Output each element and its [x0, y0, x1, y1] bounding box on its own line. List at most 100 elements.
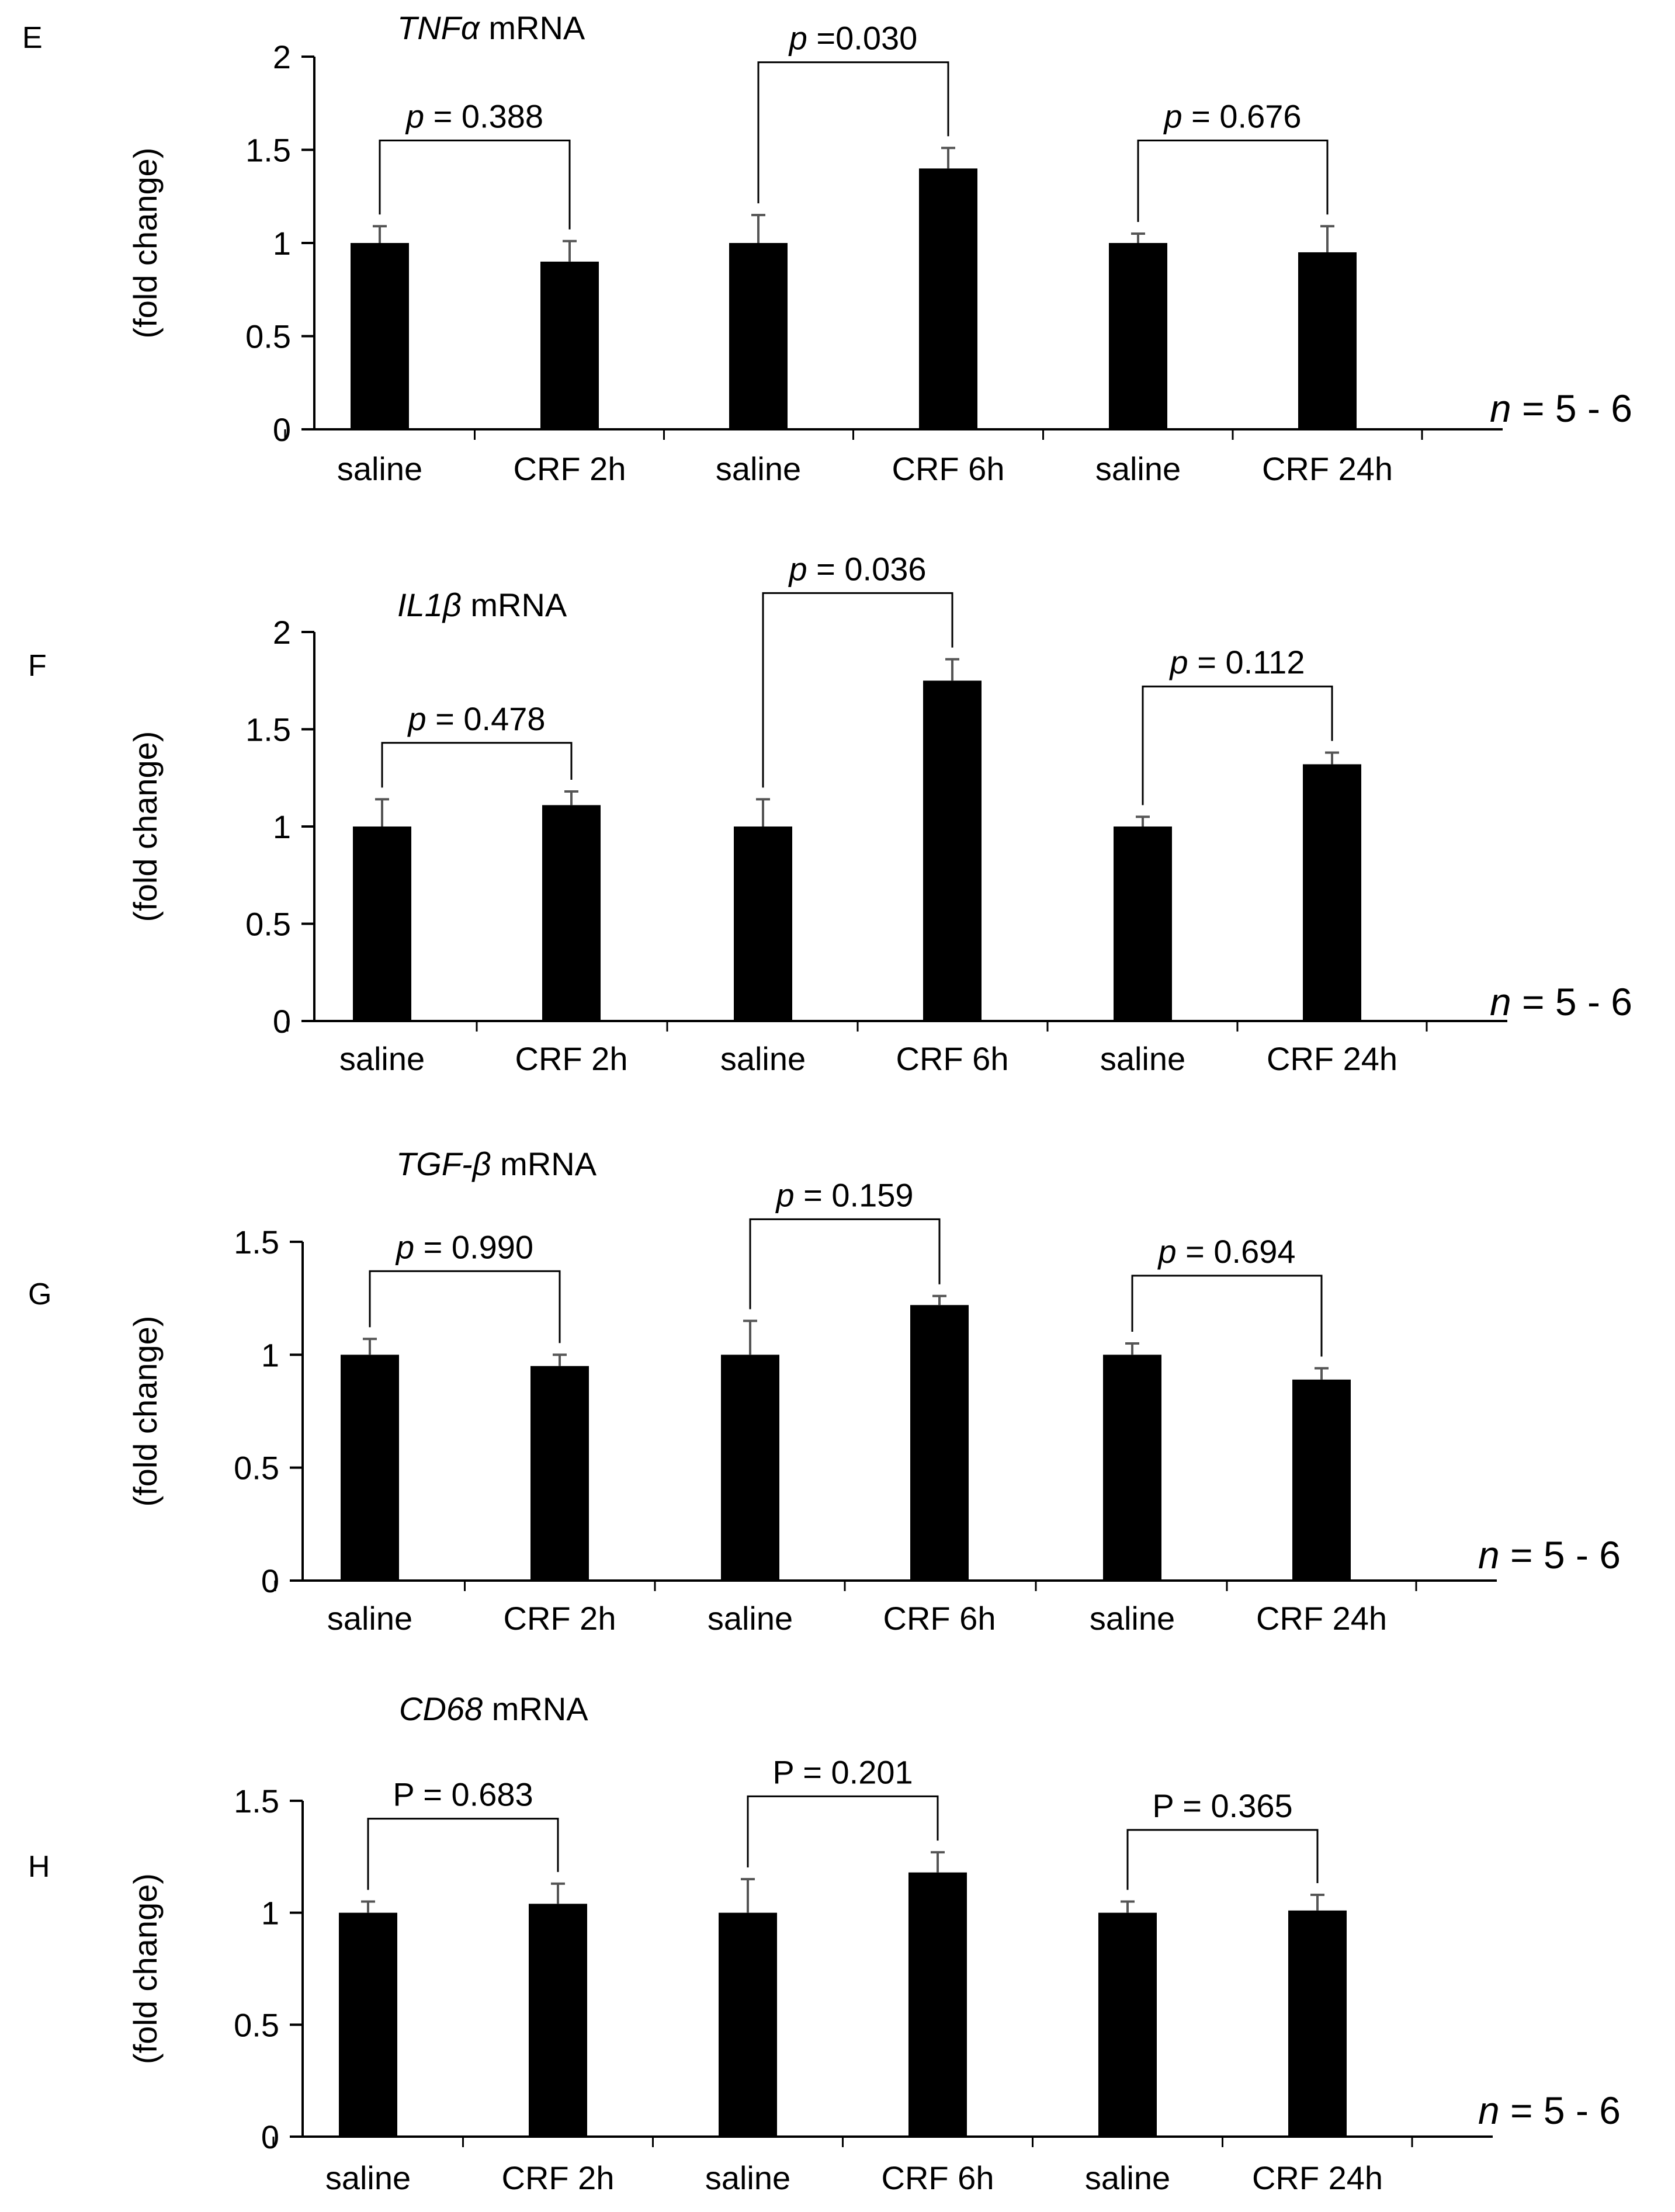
p-value-prefix: p [1163, 98, 1182, 135]
p-value-prefix: p [407, 700, 426, 737]
p-value-label: P = 0.683 [393, 1776, 533, 1813]
comparison-bracket [1126, 1829, 1319, 1890]
bar [1288, 1910, 1347, 2137]
bar [719, 1912, 777, 2137]
panel-label: G [28, 1277, 51, 1311]
sample-size-text: = 5 - 6 [1511, 387, 1632, 430]
sample-size-label: n = 5 - 6 [1478, 1533, 1621, 1576]
bar [1303, 764, 1361, 1021]
p-value-text: = 0.990 [414, 1228, 533, 1265]
p-value-text: = 0.112 [1188, 644, 1305, 680]
bar [721, 1355, 779, 1581]
p-value-text: P = 0.683 [393, 1776, 533, 1813]
bar [540, 261, 599, 429]
x-tick-label: CRF 2h [504, 1600, 616, 1637]
x-tick-label: saline [325, 2159, 411, 2196]
x-tick-label: saline [720, 1040, 806, 1077]
x-tick-label: saline [705, 2159, 790, 2196]
y-tick-label: 0.5 [245, 318, 291, 355]
title-suffix: mRNA [483, 1690, 588, 1727]
x-tick-label: saline [1090, 1600, 1175, 1637]
y-tick-label: 2 [273, 39, 291, 75]
p-value-label: P = 0.201 [772, 1753, 913, 1790]
y-axis-label: (fold change) [127, 731, 164, 922]
comparison-bracket [367, 1818, 559, 1890]
comparison-bracket [747, 1795, 939, 1868]
y-axis-label: (fold change) [127, 1873, 164, 2064]
x-tick-label: CRF 6h [892, 450, 1005, 487]
sample-size-prefix: n [1490, 980, 1511, 1023]
title-gene: TGF-β [396, 1145, 491, 1182]
y-axis-label: (fold change) [127, 148, 164, 339]
comparison-bracket [1137, 140, 1329, 223]
title-suffix: mRNA [480, 9, 585, 46]
p-value-text: = 0.478 [426, 700, 546, 737]
p-value-prefix: p [788, 550, 807, 587]
p-value-text: =0.030 [807, 20, 917, 57]
panel-G: G TGF-β mRNA (fold change) 0 0.5 1 1.5 saline CR… [28, 1145, 1621, 1637]
sample-size-label: n = 5 - 6 [1490, 980, 1632, 1023]
p-value-label: p = 0.159 [775, 1176, 913, 1213]
p-value-prefix: p [395, 1228, 414, 1265]
bar [341, 1355, 399, 1581]
comparison-bracket [381, 742, 573, 788]
p-value-label: p = 0.990 [395, 1228, 533, 1265]
p-value-text: = 0.388 [424, 98, 543, 135]
bar [1298, 252, 1357, 429]
p-value-text: = 0.036 [807, 550, 927, 587]
bar [919, 168, 977, 429]
bar [1114, 827, 1172, 1021]
y-tick-label: 2 [273, 614, 291, 651]
panel-label: H [28, 1850, 50, 1884]
x-tick-label: saline [1095, 450, 1181, 487]
y-axis-label: (fold change) [127, 1316, 164, 1507]
p-value-label: P = 0.365 [1152, 1787, 1292, 1824]
y-tick-label: 0.5 [234, 2006, 279, 2043]
panel-label: E [22, 21, 43, 55]
p-value-label: p = 0.478 [407, 700, 545, 737]
bar [908, 1872, 967, 2137]
p-value-text: = 0.676 [1182, 98, 1302, 135]
chart-title: TGF-β mRNA [396, 1145, 597, 1182]
x-tick-label: CRF 2h [515, 1040, 628, 1077]
bar [339, 1912, 397, 2137]
bar [734, 827, 792, 1021]
title-gene: CD68 [399, 1690, 483, 1727]
x-tick-label: CRF 24h [1256, 1600, 1387, 1637]
x-tick-label: CRF 6h [882, 2159, 994, 2196]
bar [353, 827, 411, 1021]
p-value-label: p = 0.112 [1169, 644, 1305, 680]
p-value-label: p = 0.694 [1157, 1233, 1295, 1270]
chart-title: IL1β mRNA [397, 586, 567, 623]
title-suffix: mRNA [491, 1145, 597, 1182]
chart-title: CD68 mRNA [399, 1690, 588, 1727]
title-gene: TNFα [397, 9, 481, 46]
bar [530, 1366, 589, 1581]
bar [1292, 1379, 1351, 1581]
bar [729, 243, 788, 429]
y-tick-label: 1.5 [245, 132, 291, 169]
sample-size-prefix: n [1478, 2089, 1500, 2132]
x-tick-label: saline [1085, 2159, 1170, 2196]
p-value-prefix: p [1157, 1233, 1176, 1270]
comparison-bracket [1142, 685, 1333, 805]
bar [1103, 1355, 1161, 1581]
panel-E: E TNFα mRNA (fold change) 0 0.5 1 1.5 2 saline CR… [22, 9, 1632, 487]
comparison-bracket [749, 1218, 941, 1310]
sample-size-label: n = 5 - 6 [1490, 387, 1632, 430]
sample-size-text: = 5 - 6 [1500, 2089, 1621, 2132]
p-value-text: P = 0.365 [1152, 1787, 1292, 1824]
sample-size-text: = 5 - 6 [1500, 1533, 1621, 1576]
comparison-bracket [369, 1270, 561, 1343]
p-value-prefix: p [1169, 644, 1188, 680]
p-value-prefix: p [788, 20, 807, 57]
y-tick-label: 1.5 [234, 1224, 279, 1260]
y-tick-label: 1.5 [245, 711, 291, 748]
x-tick-label: saline [708, 1600, 793, 1637]
comparison-bracket [762, 592, 953, 788]
x-tick-label: CRF 24h [1262, 450, 1393, 487]
sample-size-prefix: n [1490, 387, 1511, 430]
panel-label: F [28, 649, 47, 683]
x-tick-label: CRF 6h [883, 1600, 996, 1637]
p-value-text: = 0.159 [795, 1176, 914, 1213]
